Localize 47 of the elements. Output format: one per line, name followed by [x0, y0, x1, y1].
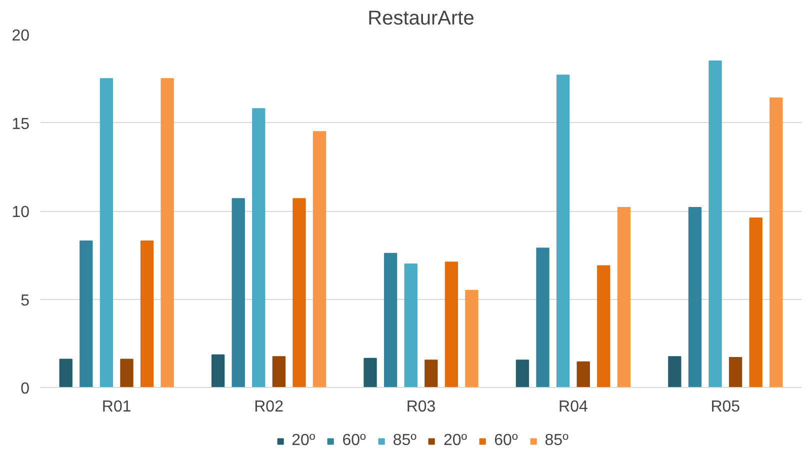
legend-label: 60º — [494, 432, 518, 450]
bar — [536, 248, 550, 388]
bar — [232, 198, 245, 388]
y-tick-label: 5 — [20, 292, 30, 310]
bar — [59, 358, 72, 388]
bar — [749, 218, 762, 388]
bar — [160, 78, 174, 388]
x-tick-label: R01 — [102, 398, 132, 416]
bar — [211, 354, 225, 388]
bar — [252, 108, 266, 388]
bar — [424, 360, 438, 388]
bar — [364, 358, 377, 388]
bar — [140, 240, 154, 388]
y-tick-label: 10 — [12, 204, 30, 221]
chart-title: RestaurArte — [368, 8, 474, 30]
legend-label: 85º — [544, 432, 568, 450]
bar — [272, 356, 286, 388]
bar — [708, 60, 722, 388]
bar — [597, 265, 610, 388]
bar — [100, 78, 114, 388]
legend-label: 85º — [392, 432, 416, 450]
bar — [80, 240, 93, 388]
bar — [292, 198, 306, 388]
bar — [404, 263, 418, 388]
legend-label: 20º — [444, 432, 468, 450]
legend-label: 60º — [342, 432, 366, 450]
bar — [444, 262, 458, 388]
bar — [556, 74, 570, 388]
legend-label: 20º — [292, 432, 316, 450]
bar — [728, 356, 742, 388]
x-tick-label: R05 — [710, 398, 740, 416]
bar — [617, 206, 631, 388]
bar — [576, 361, 590, 388]
bar — [668, 356, 682, 388]
x-tick-label: R03 — [406, 398, 436, 416]
x-tick-label: R04 — [558, 398, 588, 416]
bar — [770, 98, 783, 388]
bar — [688, 206, 702, 388]
bar — [516, 360, 530, 388]
bar — [384, 252, 398, 388]
bar — [465, 290, 478, 388]
y-tick-label: 0 — [20, 380, 30, 398]
bar — [312, 131, 326, 388]
bar — [120, 358, 134, 388]
x-tick-label: R02 — [254, 398, 284, 416]
y-tick-label: 20 — [12, 28, 30, 44]
y-tick-label: 15 — [12, 116, 30, 133]
